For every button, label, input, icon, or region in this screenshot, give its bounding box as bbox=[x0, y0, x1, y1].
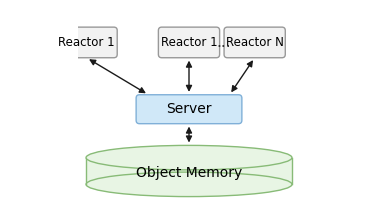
Ellipse shape bbox=[86, 145, 292, 170]
FancyBboxPatch shape bbox=[136, 95, 242, 124]
Text: Object Memory: Object Memory bbox=[136, 166, 242, 180]
Text: Reactor N: Reactor N bbox=[226, 36, 284, 49]
Text: Server: Server bbox=[166, 102, 212, 116]
Polygon shape bbox=[86, 158, 292, 184]
Polygon shape bbox=[86, 158, 292, 170]
Text: ...: ... bbox=[216, 35, 231, 50]
Ellipse shape bbox=[86, 172, 292, 197]
Text: Reactor 1: Reactor 1 bbox=[58, 36, 115, 49]
FancyBboxPatch shape bbox=[158, 27, 220, 58]
FancyBboxPatch shape bbox=[56, 27, 117, 58]
Text: Reactor 1: Reactor 1 bbox=[161, 36, 217, 49]
FancyBboxPatch shape bbox=[224, 27, 285, 58]
